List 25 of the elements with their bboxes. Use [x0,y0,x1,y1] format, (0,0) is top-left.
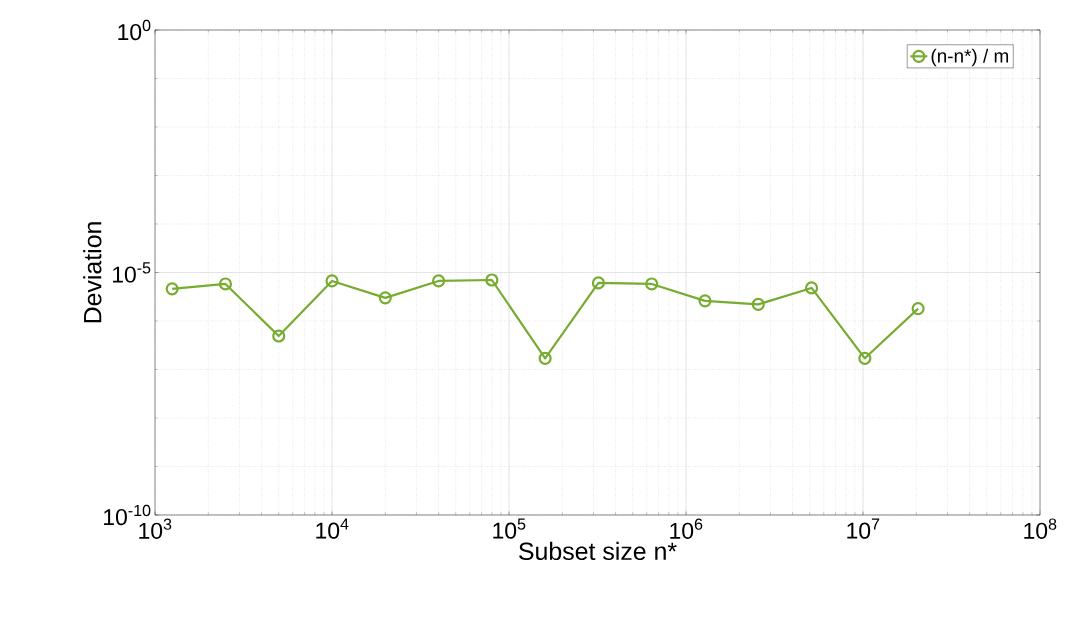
point [538,351,552,365]
point [911,302,925,316]
x-tick-label: 10$^{7}$ [847,518,880,539]
point [218,277,233,291]
point [165,282,179,296]
point [698,294,712,308]
point [325,274,339,288]
point [432,274,446,288]
point [485,273,499,287]
y-tick-label: 10$^{0}$ [118,19,151,41]
point [591,276,605,290]
y-axis-title: Deviation [83,222,102,323]
point [858,351,872,365]
x-tick-label: 10$^{5}$ [493,518,526,539]
point [804,281,819,295]
point [751,297,765,311]
x-axis-title: Subset size n* [519,541,677,561]
point [272,329,286,343]
x-tick-label: 10$^{6}$ [670,518,703,539]
point [645,277,659,291]
x-tick-label: 10$^{8}$ [1024,518,1057,539]
y-tick-label: 10$^{-5}$ [113,262,151,283]
point [378,291,392,305]
legend-label: (n-n*) / m [931,48,1009,67]
x-tick-label: 10$^{4}$ [316,518,349,539]
